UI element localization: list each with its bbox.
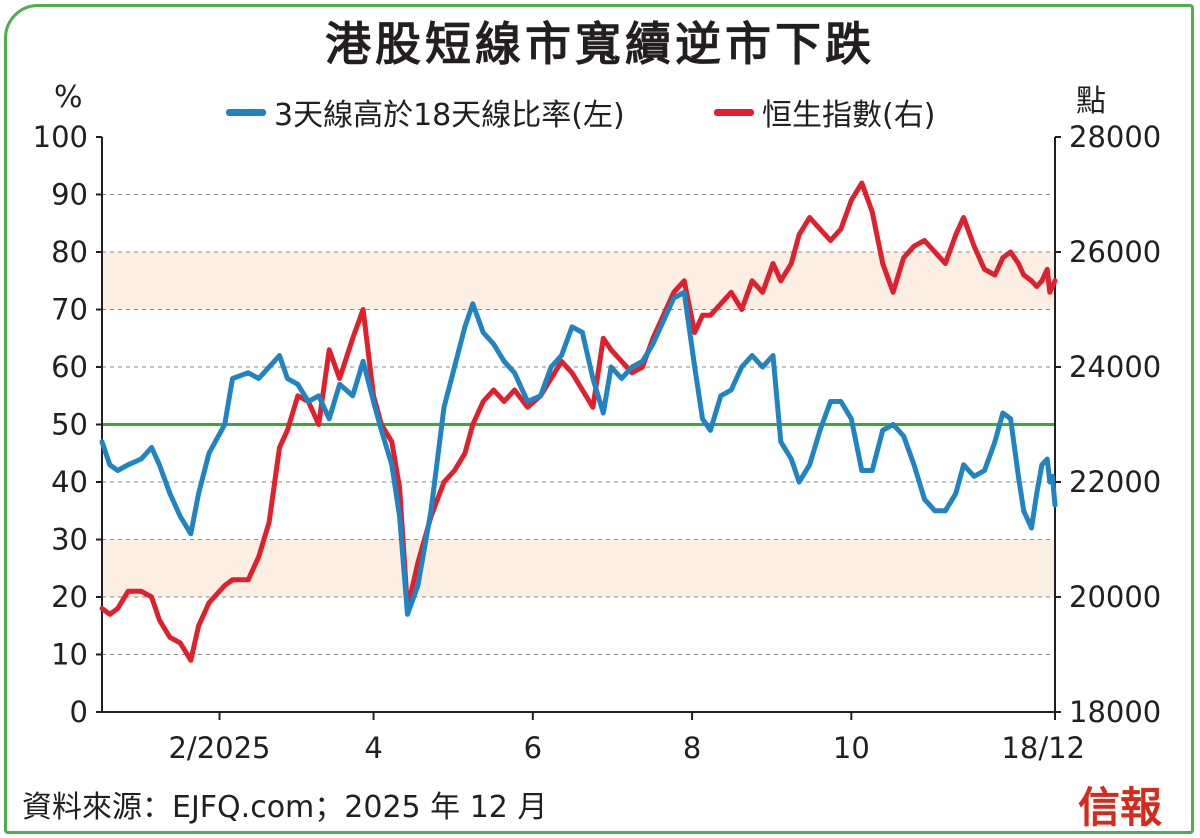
left-tick-label: 30 — [51, 523, 88, 557]
shaded-band-1 — [102, 252, 1055, 310]
legend-label-breadth: 3天線高於18天線比率(左) — [274, 98, 625, 133]
right-tick-label: 26000 — [1069, 235, 1161, 269]
legend-swatch-breadth — [226, 108, 266, 116]
legend-label-hsi: 恒生指數(右) — [762, 98, 936, 133]
x-tick-label: 2/2025 — [168, 731, 270, 765]
x-tick-label: 8 — [683, 731, 701, 765]
left-tick-label: 50 — [51, 408, 88, 442]
legend-item-hsi: 恒生指數(右) — [714, 90, 935, 134]
left-tick-label: 60 — [51, 350, 88, 384]
right-tick-label: 28000 — [1069, 120, 1161, 154]
left-tick-label: 100 — [33, 120, 88, 154]
right-axis-unit: 點 — [1076, 84, 1106, 119]
left-tick-label: 70 — [51, 293, 88, 327]
right-tick-label: 22000 — [1069, 465, 1161, 499]
legend-swatch-hsi — [714, 108, 754, 116]
left-tick-label: 10 — [51, 638, 88, 672]
left-tick-label: 0 — [70, 695, 88, 729]
shaded-band-0 — [102, 539, 1055, 597]
left-tick-label: 40 — [51, 465, 88, 499]
left-axis-unit: % — [54, 80, 83, 115]
x-tick-label: 4 — [364, 731, 382, 765]
legend-item-breadth: 3天線高於18天線比率(左) — [226, 90, 625, 134]
right-tick-label: 20000 — [1069, 580, 1161, 614]
left-tick-label: 90 — [51, 178, 88, 212]
series-line-hsi — [99, 180, 1058, 663]
publisher-logo: 信報 — [1078, 783, 1163, 832]
right-tick-label: 18000 — [1069, 695, 1161, 729]
series-line-breadth — [99, 289, 1058, 617]
x-tick-label: 6 — [524, 731, 542, 765]
source-note: 資料來源：EJFQ.com；2025 年 12 月 — [22, 790, 548, 825]
x-tick-label: 10 — [833, 731, 870, 765]
left-tick-label: 80 — [51, 235, 88, 269]
chart-title: 港股短線市寬續逆市下跌 — [325, 17, 875, 71]
x-tick-label: 18/12 — [1001, 731, 1085, 765]
right-tick-label: 24000 — [1069, 350, 1161, 384]
chart-frame — [4, 4, 1194, 834]
left-tick-label: 20 — [51, 580, 88, 614]
